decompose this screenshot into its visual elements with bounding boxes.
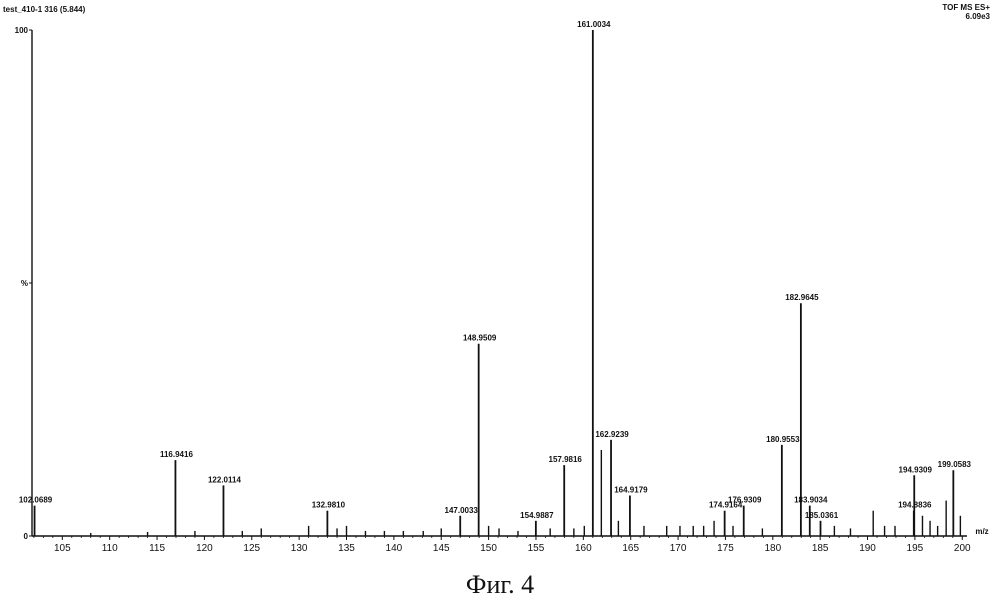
axes: 105 110 115 120 125 130 135 140 145 150 155 160 165 1… [15, 26, 989, 554]
y-tick-label: % [21, 279, 28, 288]
x-tick-label: 150 [480, 543, 497, 554]
x-tick-label: 155 [528, 543, 545, 554]
intensity-header: 6.09e3 [966, 12, 991, 21]
x-tick-label: 195 [907, 543, 924, 554]
x-axis-label: m/z [975, 527, 988, 536]
peak-label: 116.9416 [160, 450, 193, 459]
peak-label: 102.0689 [19, 496, 53, 505]
peak-label: 176.9309 [728, 496, 762, 505]
sample-header: test_410-1 316 (5.844) [3, 5, 86, 14]
peaks [35, 30, 961, 536]
peak-label: 147.0033 [445, 506, 479, 515]
peak-label: 148.9509 [463, 334, 497, 343]
x-tick-label: 185 [812, 543, 829, 554]
x-tick-label: 200 [954, 543, 971, 554]
peak-label: 122.0114 [208, 475, 241, 484]
x-tick-label: 140 [386, 543, 403, 554]
peak-label: 161.0034 [577, 20, 611, 29]
peak-label: 185.0361 [805, 511, 839, 520]
peak-label: 132.9810 [312, 501, 346, 510]
y-tick-label: 0 [24, 532, 29, 541]
peak-label: 164.9179 [614, 486, 648, 495]
figure-caption: Фиг. 4 [0, 570, 1000, 600]
x-tick-label: 105 [54, 543, 71, 554]
peak-label: 180.9553 [766, 435, 800, 444]
x-tick-label: 115 [149, 543, 165, 554]
peak-label: 194.8836 [898, 501, 932, 510]
peak-label: 199.0583 [938, 460, 972, 469]
x-tick-label: 175 [717, 543, 734, 554]
x-tick-label: 135 [338, 543, 355, 554]
peak-label: 182.9645 [785, 293, 819, 302]
x-tick-label: 190 [859, 543, 876, 554]
x-tick-label: 145 [433, 543, 450, 554]
x-tick-label: 120 [196, 543, 213, 554]
peak-label: 183.9034 [794, 496, 828, 505]
x-tick-label: 110 [102, 543, 118, 554]
mode-header: TOF MS ES+ [942, 3, 990, 12]
peak-label: 154.9887 [520, 511, 554, 520]
peak-label: 157.9816 [549, 455, 583, 464]
x-tick-label: 130 [291, 543, 308, 554]
peak-labels: 102.0689 116.9416 122.0114 132.9810 147.0033… [19, 20, 972, 520]
y-tick-label: 100 [15, 26, 29, 35]
peak-label: 162.9239 [595, 430, 629, 439]
x-tick-label: 160 [575, 543, 592, 554]
x-tick-label: 125 [243, 543, 260, 554]
x-tick-label: 170 [670, 543, 687, 554]
x-tick-label: 180 [764, 543, 781, 554]
peak-label: 194.9309 [899, 465, 933, 474]
mass-spectrum-chart: test_410-1 316 (5.844) TOF MS ES+ 6.09e3… [0, 0, 1000, 570]
x-tick-label: 165 [622, 543, 639, 554]
